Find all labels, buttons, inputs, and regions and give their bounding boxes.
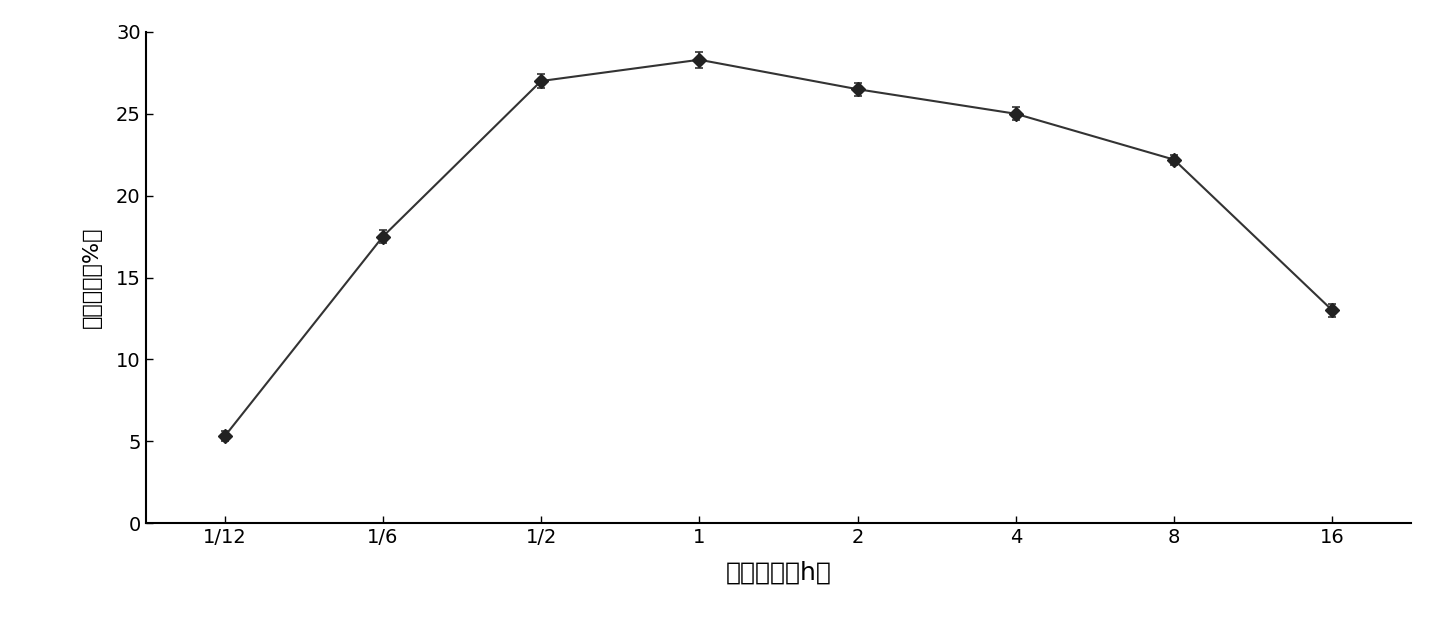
Y-axis label: 转化效率（%）: 转化效率（%） (81, 226, 102, 329)
X-axis label: 侵染时间（h）: 侵染时间（h） (726, 561, 831, 585)
